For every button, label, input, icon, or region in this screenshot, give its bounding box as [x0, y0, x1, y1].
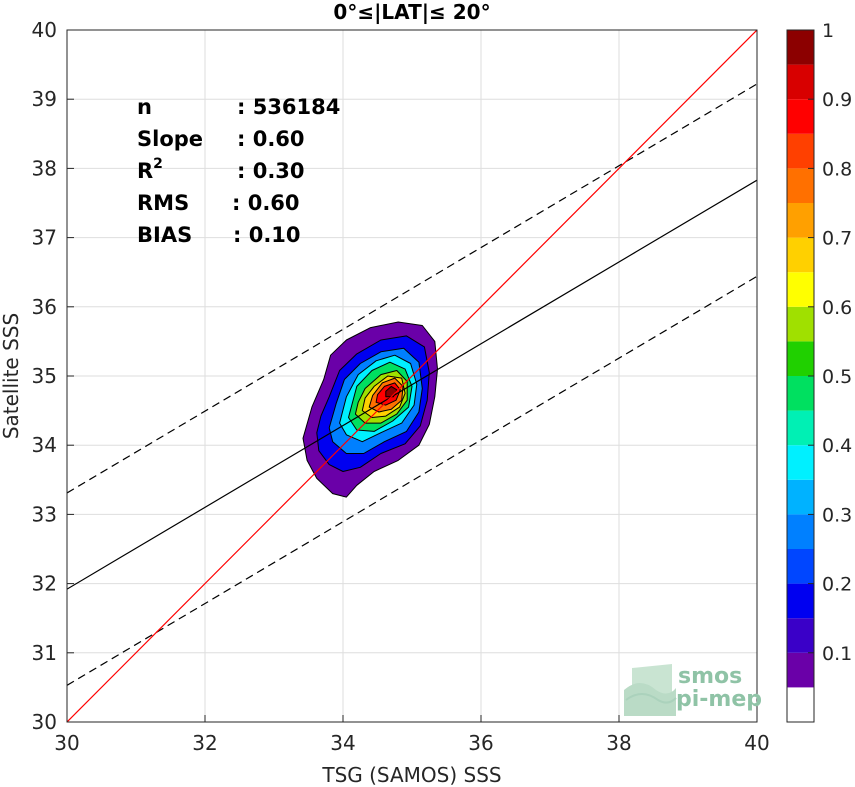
colorbar-segment: [787, 687, 814, 722]
colorbar-segment: [787, 376, 814, 411]
colorbar-tick-label: 1: [822, 20, 834, 42]
smos-pi-mep-logo: smos pi-mep: [624, 664, 762, 716]
colorbar-segment: [787, 168, 814, 203]
colorbar-tick-label: 0.4: [822, 435, 852, 457]
colorbar-tick-label: 0.3: [822, 504, 852, 526]
colorbar-segment: [787, 514, 814, 549]
y-tick-label: 35: [32, 364, 57, 388]
y-tick-label: 33: [32, 502, 57, 526]
x-tick-label: 32: [192, 731, 217, 755]
identity-line: [67, 30, 757, 722]
colorbar-segment: [787, 64, 814, 100]
colorbar-tick-label: 0.5: [822, 366, 852, 388]
colorbar-segment: [787, 237, 814, 273]
colorbar-tick-label: 0.8: [822, 158, 852, 180]
colorbar-tick-label: 0.7: [822, 228, 852, 250]
colorbar-segment: [787, 133, 814, 169]
x-tick-label: 36: [468, 731, 493, 755]
x-tick-label: 30: [54, 731, 79, 755]
y-tick-label: 31: [32, 641, 57, 665]
y-axis-label: Satellite SSS: [0, 313, 23, 439]
colorbar-segment: [787, 583, 814, 619]
x-tick-label: 38: [606, 731, 631, 755]
colorbar-segment: [787, 99, 814, 134]
y-tick-label: 34: [32, 433, 57, 457]
y-tick-label: 30: [32, 710, 57, 734]
y-tick-label: 36: [32, 295, 57, 319]
colorbar-segment: [787, 445, 814, 480]
stat-value: : 536184: [237, 95, 340, 119]
colorbar-tick-label: 0.1: [822, 643, 852, 665]
chart-title: 0°≤|LAT|≤ 20°: [333, 0, 490, 24]
reference-lines: [67, 30, 757, 722]
colorbar: 0.1 0.2 0.3 0.4 0.5 0.6 0.7 0.8 0.9 1: [786, 20, 852, 723]
stat-label: Slope: [137, 127, 203, 151]
stat-superscript: 2: [153, 156, 163, 172]
wave-logo-icon: [624, 664, 677, 716]
stat-value: : 0.10: [233, 223, 301, 247]
stat-value: : 0.60: [237, 127, 305, 151]
colorbar-segment: [787, 272, 814, 307]
colorbar-segment: [787, 341, 814, 376]
stat-label: n: [137, 95, 152, 119]
stat-value: : 0.60: [232, 191, 300, 215]
colorbar-tick-label: 0.2: [822, 574, 852, 596]
colorbar-segment: [787, 549, 814, 584]
x-axis-ticks: 30 32 34 36 38 40: [54, 715, 770, 755]
y-tick-label: 38: [32, 156, 57, 180]
stat-value: : 0.30: [237, 159, 305, 183]
colorbar-segment: [787, 618, 814, 653]
x-tick-label: 34: [330, 731, 355, 755]
colorbar-segment: [787, 203, 814, 238]
colorbar-segment: [787, 652, 814, 688]
colorbar-segment: [787, 410, 814, 446]
x-axis-label: TSG (SAMOS) SSS: [321, 763, 501, 787]
lower-rms-band-line: [67, 275, 757, 686]
y-axis-ticks: 30 31 32 33 34 35 36 37 38 39 40: [32, 18, 74, 734]
colorbar-tick-label: 0.6: [822, 297, 852, 319]
colorbar-segment: [787, 30, 814, 65]
colorbar-segment: [787, 479, 814, 515]
watermark-line2: pi-mep: [676, 687, 762, 712]
colorbar-tick-label: 0.9: [822, 89, 852, 111]
regression-line: [67, 179, 757, 590]
y-tick-label: 37: [32, 226, 57, 250]
y-tick-label: 39: [32, 87, 57, 111]
stat-label: RMS: [137, 191, 189, 215]
y-tick-label: 40: [32, 18, 57, 42]
watermark-line1: smos: [678, 664, 742, 689]
upper-rms-band-line: [67, 83, 757, 494]
x-tick-label: 40: [744, 731, 769, 755]
stat-label: BIAS: [137, 223, 192, 247]
y-tick-label: 32: [32, 572, 57, 596]
colorbar-segment: [787, 306, 814, 342]
